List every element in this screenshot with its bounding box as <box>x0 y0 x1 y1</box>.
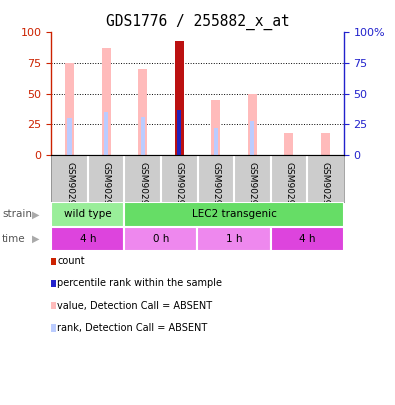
Text: time: time <box>2 234 26 244</box>
Bar <box>177 110 181 155</box>
Text: GSM90295: GSM90295 <box>248 162 257 211</box>
Text: strain: strain <box>2 209 32 220</box>
Text: 4 h: 4 h <box>299 234 315 244</box>
Text: GSM90292: GSM90292 <box>138 162 147 211</box>
Text: GSM90296: GSM90296 <box>284 162 293 211</box>
Text: value, Detection Call = ABSENT: value, Detection Call = ABSENT <box>57 301 213 311</box>
Text: 4 h: 4 h <box>80 234 96 244</box>
Text: GSM90298: GSM90298 <box>65 162 74 211</box>
Text: percentile rank within the sample: percentile rank within the sample <box>57 279 222 288</box>
Text: 0 h: 0 h <box>153 234 169 244</box>
Text: GSM90299: GSM90299 <box>102 162 111 211</box>
Bar <box>138 69 147 155</box>
Bar <box>68 118 72 155</box>
Bar <box>51 202 124 226</box>
Bar <box>65 63 74 155</box>
Bar <box>284 133 293 155</box>
Text: count: count <box>57 256 85 266</box>
Bar <box>177 110 181 155</box>
Text: GSM90297: GSM90297 <box>321 162 330 211</box>
Bar <box>198 226 271 251</box>
Bar <box>250 121 254 155</box>
Bar <box>271 226 344 251</box>
Text: 1 h: 1 h <box>226 234 242 244</box>
Bar <box>104 112 108 155</box>
Bar <box>51 226 124 251</box>
Bar <box>321 133 330 155</box>
Bar <box>214 128 218 155</box>
Bar <box>248 94 257 155</box>
Bar <box>175 41 184 155</box>
Text: LEC2 transgenic: LEC2 transgenic <box>192 209 276 220</box>
Bar <box>175 41 184 155</box>
Bar <box>211 100 220 155</box>
Text: wild type: wild type <box>64 209 112 220</box>
Text: GSM90294: GSM90294 <box>211 162 220 211</box>
Bar <box>124 202 344 226</box>
Title: GDS1776 / 255882_x_at: GDS1776 / 255882_x_at <box>105 13 290 30</box>
Bar <box>141 117 145 155</box>
Bar <box>124 226 198 251</box>
Text: GSM90293: GSM90293 <box>175 162 184 211</box>
Text: ▶: ▶ <box>32 234 40 244</box>
Text: rank, Detection Call = ABSENT: rank, Detection Call = ABSENT <box>57 323 208 333</box>
Bar <box>102 48 111 155</box>
Text: ▶: ▶ <box>32 209 40 220</box>
